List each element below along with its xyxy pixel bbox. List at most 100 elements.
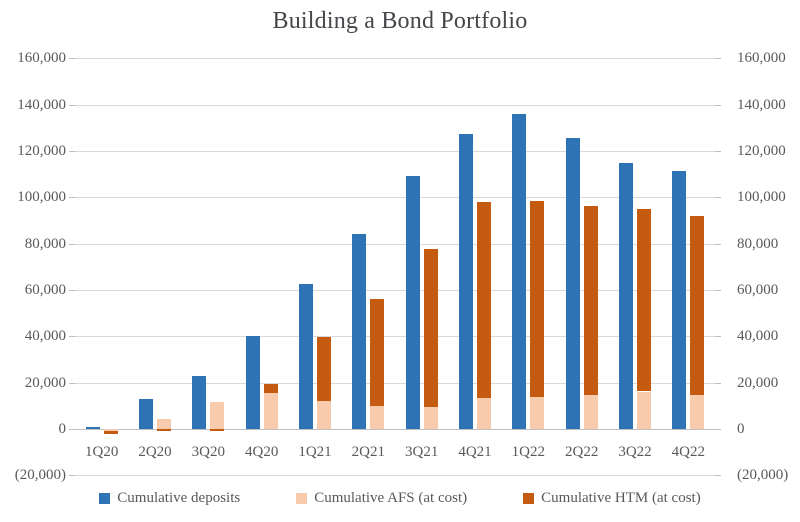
legend-label: Cumulative deposits [117, 490, 241, 506]
bar-cumulative-deposits-2q20 [139, 399, 153, 429]
y-axis-label-left: 60,000 [24, 281, 66, 298]
bar-cumulative-afs-at-cost-4q21 [477, 397, 491, 429]
bar-cumulative-htm-at-cost-3q20 [210, 429, 225, 431]
y-axis-tick-right [715, 243, 721, 245]
gridline [75, 475, 715, 477]
x-axis-label: 3Q22 [618, 444, 652, 460]
x-axis-label: 4Q21 [458, 444, 492, 460]
y-axis-tick-left [69, 336, 75, 338]
gridline [75, 150, 715, 152]
y-axis-label-right: 120,000 [737, 142, 786, 159]
gridline [75, 382, 715, 384]
x-axis-label: 1Q20 [85, 444, 119, 460]
y-axis-tick-left [69, 150, 75, 152]
bar-cumulative-afs-at-cost-2q22 [583, 395, 598, 429]
y-axis-label-left: 120,000 [17, 142, 66, 159]
afs-swatch-icon [296, 493, 308, 504]
x-axis-label: 1Q21 [298, 444, 332, 460]
bar-cumulative-deposits-1q20 [85, 427, 100, 429]
bar-cumulative-htm-at-cost-4q22 [690, 215, 705, 396]
y-axis-label-right: 20,000 [737, 374, 779, 391]
chart-title: Building a Bond Portfolio [272, 8, 528, 34]
bar-cumulative-deposits-2q22 [565, 138, 580, 429]
bar-cumulative-htm-at-cost-2q20 [157, 429, 171, 431]
y-axis-label-left: 100,000 [17, 189, 66, 206]
bar-cumulative-deposits-3q21 [405, 175, 420, 429]
y-axis-tick-left [69, 289, 75, 291]
y-axis-tick-left [69, 104, 75, 106]
y-axis-tick-right [715, 336, 721, 338]
bar-cumulative-deposits-4q22 [672, 170, 687, 429]
bar-cumulative-afs-at-cost-1q20 [103, 429, 118, 431]
legend-item-cumulative-afs: Cumulative AFS (at cost) [296, 490, 467, 507]
x-axis-label: 4Q22 [671, 444, 705, 460]
y-axis-label-right: (20,000) [737, 467, 789, 484]
y-axis-tick-left [69, 243, 75, 245]
bar-cumulative-afs-at-cost-3q20 [210, 402, 225, 429]
y-axis-label-right: 0 [737, 421, 745, 437]
y-axis-label-right: 40,000 [737, 328, 779, 345]
y-axis-tick-right [715, 197, 721, 199]
bar-cumulative-htm-at-cost-1q22 [530, 201, 545, 397]
bar-cumulative-afs-at-cost-4q22 [690, 395, 705, 429]
y-axis-label-right: 80,000 [737, 235, 779, 252]
y-axis-tick-left [69, 58, 75, 60]
bar-cumulative-afs-at-cost-4q20 [263, 392, 278, 429]
bar-cumulative-htm-at-cost-3q21 [423, 248, 438, 408]
y-axis-label-right: 160,000 [737, 50, 786, 67]
y-axis-tick-left [69, 197, 75, 199]
deposits-swatch-icon [99, 493, 111, 504]
gridline [75, 289, 715, 291]
y-axis-label-left: 40,000 [24, 328, 66, 345]
y-axis-tick-right [715, 382, 721, 384]
zero-axis-line [75, 429, 715, 430]
bar-cumulative-deposits-1q21 [299, 284, 313, 429]
x-axis-label: 1Q22 [511, 444, 545, 460]
y-axis-tick-left [69, 429, 75, 430]
bar-cumulative-deposits-1q22 [512, 114, 527, 429]
gridline [75, 104, 715, 106]
y-axis-label-left: 80,000 [24, 235, 66, 252]
x-axis-label: 2Q20 [138, 444, 172, 460]
y-axis-tick-left [69, 382, 75, 384]
bar-cumulative-afs-at-cost-1q22 [530, 396, 545, 429]
y-axis-label-left: 140,000 [17, 96, 66, 113]
y-axis-tick-right [715, 475, 721, 477]
bar-cumulative-htm-at-cost-2q21 [370, 299, 385, 406]
gridline [75, 58, 715, 60]
y-axis-tick-right [715, 429, 721, 430]
bar-cumulative-htm-at-cost-4q21 [477, 201, 491, 398]
y-axis-label-right: 60,000 [737, 281, 779, 298]
x-axis-label: 4Q20 [245, 444, 279, 460]
y-axis-label-left: 0 [58, 421, 67, 437]
bar-cumulative-htm-at-cost-4q20 [263, 384, 278, 393]
y-axis-label-left: 160,000 [17, 50, 66, 67]
legend-item-cumulative-deposits: Cumulative deposits [99, 490, 240, 507]
legend-label: Cumulative AFS (at cost) [314, 490, 468, 506]
bar-cumulative-htm-at-cost-1q21 [317, 337, 331, 401]
y-axis-tick-left [69, 475, 75, 477]
y-axis-tick-right [715, 150, 721, 152]
y-axis-tick-right [715, 104, 721, 106]
bar-cumulative-afs-at-cost-2q20 [157, 419, 171, 429]
bar-cumulative-htm-at-cost-1q20 [103, 430, 118, 434]
bar-cumulative-deposits-3q20 [192, 376, 207, 429]
legend: Cumulative deposits Cumulative AFS (at c… [0, 490, 800, 507]
bar-cumulative-afs-at-cost-2q21 [370, 405, 385, 429]
bar-cumulative-deposits-3q22 [619, 162, 633, 429]
gridline [75, 336, 715, 338]
y-axis-label-right: 140,000 [737, 96, 786, 113]
gridline [75, 243, 715, 245]
bar-cumulative-htm-at-cost-2q22 [583, 206, 598, 396]
y-axis-tick-right [715, 289, 721, 291]
legend-item-cumulative-htm: Cumulative HTM (at cost) [523, 490, 701, 507]
bar-cumulative-afs-at-cost-3q21 [423, 407, 438, 429]
bar-cumulative-deposits-4q20 [245, 335, 260, 429]
x-axis-label: 2Q21 [351, 444, 385, 460]
legend-label: Cumulative HTM (at cost) [541, 490, 701, 506]
gridline [75, 197, 715, 199]
bar-cumulative-deposits-2q21 [352, 234, 367, 429]
bar-cumulative-afs-at-cost-3q22 [637, 391, 651, 429]
y-axis-label-left: (20,000) [14, 467, 66, 484]
